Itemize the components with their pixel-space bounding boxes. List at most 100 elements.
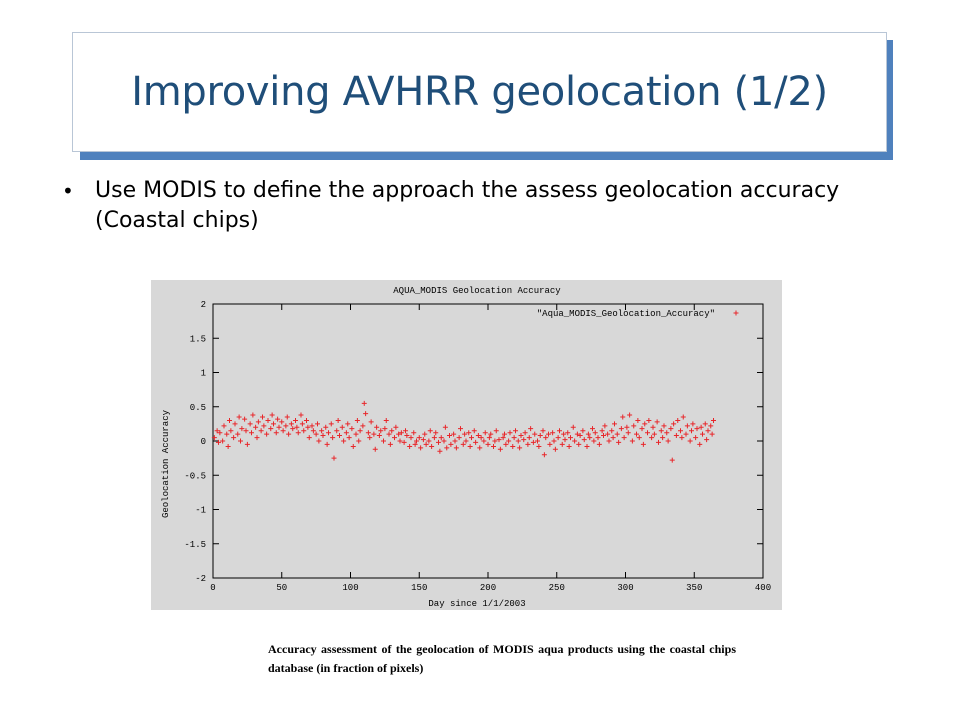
data-point — [477, 445, 483, 451]
data-point — [708, 423, 714, 429]
data-point — [680, 414, 686, 420]
data-point — [374, 424, 380, 430]
figure-caption: Accuracy assessment of the geolocation o… — [268, 642, 736, 675]
data-point — [694, 426, 700, 432]
data-point — [658, 428, 664, 434]
data-point — [427, 428, 433, 434]
data-point — [616, 439, 622, 445]
scatter-chart: AQUA_MODIS Geolocation Accuracy Day sinc… — [151, 280, 782, 610]
x-tick-label: 300 — [617, 583, 633, 593]
data-point — [627, 412, 633, 418]
data-point — [423, 441, 429, 447]
data-point — [404, 433, 410, 439]
data-point — [551, 438, 557, 444]
data-point — [705, 428, 711, 434]
x-tick-label: 200 — [480, 583, 496, 593]
data-point — [350, 443, 356, 449]
data-point — [442, 424, 448, 430]
data-point — [664, 430, 670, 436]
data-point — [408, 435, 414, 441]
x-tick-label: 250 — [549, 583, 565, 593]
data-point — [269, 412, 275, 418]
data-point — [506, 438, 512, 444]
data-point — [610, 435, 616, 441]
data-point — [683, 431, 689, 437]
data-point — [639, 426, 645, 432]
data-point — [654, 419, 660, 425]
data-point — [441, 438, 447, 444]
data-point — [295, 430, 301, 436]
data-point — [535, 438, 540, 444]
data-point — [645, 430, 650, 436]
data-point — [570, 424, 576, 430]
data-point — [452, 438, 458, 444]
legend-marker-symbol — [733, 310, 739, 316]
data-point — [650, 424, 656, 430]
data-point — [235, 431, 241, 437]
data-point — [485, 441, 491, 447]
data-point — [255, 419, 261, 425]
data-point — [592, 430, 598, 436]
data-point — [574, 431, 580, 437]
data-point — [590, 426, 595, 432]
data-point — [522, 430, 528, 436]
data-point — [271, 421, 276, 427]
data-point — [284, 414, 290, 420]
data-point — [436, 439, 441, 445]
data-point — [511, 435, 517, 441]
data-point — [396, 431, 402, 437]
data-point — [679, 435, 685, 441]
data-point — [239, 426, 245, 432]
y-tick-label: -1.5 — [184, 540, 206, 550]
data-point — [675, 417, 681, 423]
legend-label: "Aqua_MODIS_Geolocation_Accuracy" — [537, 309, 715, 319]
chart-image: AQUA_MODIS Geolocation Accuracy Day sinc… — [151, 280, 782, 610]
data-point — [447, 433, 452, 439]
data-point — [367, 435, 373, 441]
data-point — [577, 433, 583, 439]
data-point — [635, 417, 641, 423]
data-point — [546, 431, 551, 437]
data-point — [444, 445, 450, 451]
data-point — [493, 428, 499, 434]
data-point — [517, 445, 523, 451]
title-box: Improving AVHRR geolocation (1/2) — [72, 32, 887, 152]
data-point — [361, 400, 367, 406]
data-point — [665, 438, 671, 444]
data-point — [264, 431, 270, 437]
data-point — [275, 416, 281, 422]
data-point — [309, 423, 315, 429]
data-point — [687, 438, 693, 444]
y-tick-label: -1 — [195, 506, 206, 516]
data-point — [221, 423, 227, 429]
data-point — [290, 426, 296, 432]
data-point — [525, 441, 531, 447]
data-point — [709, 431, 715, 437]
data-point — [599, 428, 605, 434]
data-point — [231, 435, 237, 441]
bullet-list: • Use MODIS to define the approach the a… — [62, 176, 882, 236]
data-point — [365, 430, 371, 436]
data-point — [565, 430, 571, 436]
data-point — [513, 428, 518, 434]
data-point — [323, 424, 329, 430]
data-point — [279, 419, 285, 425]
data-point — [216, 439, 221, 445]
data-point — [238, 438, 243, 444]
data-point — [341, 438, 347, 444]
data-point — [433, 430, 439, 436]
data-point — [555, 435, 561, 441]
data-point — [397, 438, 403, 444]
data-point — [609, 428, 615, 434]
data-point — [580, 428, 586, 434]
data-point — [437, 448, 443, 454]
data-point — [568, 435, 573, 441]
data-point — [214, 428, 220, 434]
data-point — [360, 423, 366, 429]
bullet-item: • Use MODIS to define the approach the a… — [62, 176, 882, 236]
data-point — [387, 441, 393, 447]
data-point — [612, 421, 617, 427]
data-point — [669, 457, 675, 463]
data-point — [324, 441, 330, 447]
y-tick-label: 1.5 — [190, 334, 206, 344]
